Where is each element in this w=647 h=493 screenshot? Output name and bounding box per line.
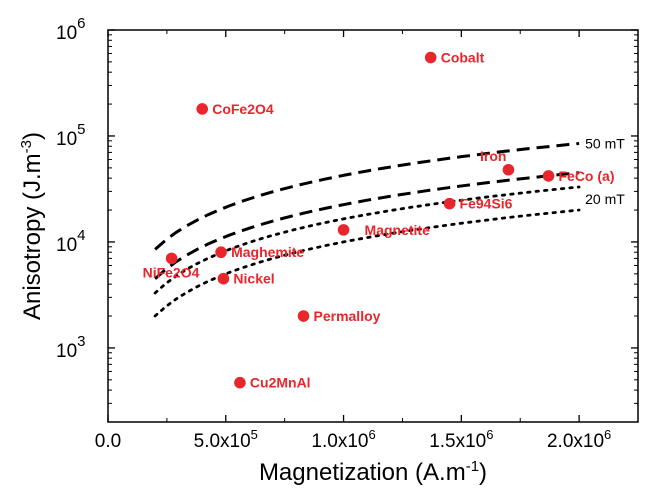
point-label: Magnetite <box>365 222 431 238</box>
curve-unlabeled-2 <box>153 185 581 295</box>
curve-label: 20 mT <box>585 191 625 207</box>
curve-unlabeled-1 <box>154 171 580 280</box>
x-tick-exponent: 6 <box>486 427 493 442</box>
point-label: NiFe2O4 <box>143 264 200 280</box>
x-tick-label: 5.0x105 <box>194 427 258 452</box>
data-point <box>217 272 230 285</box>
y-axis-title: Anisotropy (J.m-3) <box>18 132 46 320</box>
point-label: Nickel <box>233 271 274 287</box>
curve-50-mt <box>154 142 580 251</box>
data-point <box>502 163 515 176</box>
ticks-group: 0.0 5.0x105 1.0x106 1.5x106 2.0x106103104105… <box>56 15 638 452</box>
x-tick-exponent: 5 <box>251 427 258 442</box>
curves-group: 50 mT 20 mT <box>153 135 625 318</box>
x-tick-label: 1.0x106 <box>311 427 375 452</box>
point-label: Cobalt <box>441 50 485 66</box>
x-axis-title: Magnetization (A.m-1) <box>259 458 487 486</box>
x-tick-mantissa: 5.0x10 <box>194 431 251 452</box>
x-tick-mantissa: 1.5x10 <box>429 431 486 452</box>
y-tick-exponent: 4 <box>77 227 85 244</box>
x-tick-mantissa: 2.0x10 <box>547 431 604 452</box>
y-tick-label: 104 <box>56 227 85 256</box>
y-tick-exponent: 5 <box>77 121 85 138</box>
x-tick-mantissa: 1.0x10 <box>311 431 368 452</box>
data-point <box>234 376 246 389</box>
x-tick-exponent: 6 <box>604 427 611 442</box>
y-tick-label: 106 <box>56 15 85 44</box>
points-group: Cobalt CoFe2O4 Iron FeCo (a) Fe94Si6 Magnetit… <box>143 50 615 391</box>
data-point <box>215 246 227 259</box>
point-label: Permalloy <box>314 308 381 324</box>
y-tick-exponent: 6 <box>77 15 85 32</box>
point-label: CoFe2O4 <box>212 101 274 117</box>
curve-label: 50 mT <box>585 135 625 151</box>
curve-20-mt <box>153 208 581 318</box>
data-point <box>443 197 456 210</box>
x-tick-label: 0.0 <box>95 431 121 452</box>
data-point <box>165 252 178 265</box>
point-label: Iron <box>480 148 506 164</box>
y-tick-base: 10 <box>56 235 77 256</box>
point-label: Maghemite <box>231 244 304 260</box>
y-tick-exponent: 3 <box>77 333 85 350</box>
data-point <box>337 224 350 236</box>
y-tick-base: 10 <box>56 129 77 150</box>
x-tick-mantissa: 0.0 <box>95 431 121 452</box>
data-point <box>424 51 437 64</box>
point-label: FeCo (a) <box>558 168 614 184</box>
y-tick-label: 103 <box>56 333 85 362</box>
point-label: Cu2MnAl <box>250 375 311 391</box>
data-point <box>542 170 555 182</box>
point-label: Fe94Si6 <box>460 196 513 212</box>
x-tick-label: 2.0x106 <box>547 427 611 452</box>
y-tick-base: 10 <box>56 23 77 44</box>
y-tick-label: 105 <box>56 121 85 150</box>
x-tick-label: 1.5x106 <box>429 427 493 452</box>
x-tick-exponent: 6 <box>368 427 375 442</box>
data-point <box>196 103 209 115</box>
y-tick-base: 10 <box>56 341 77 362</box>
plot-frame <box>107 29 639 423</box>
data-point <box>297 310 310 322</box>
